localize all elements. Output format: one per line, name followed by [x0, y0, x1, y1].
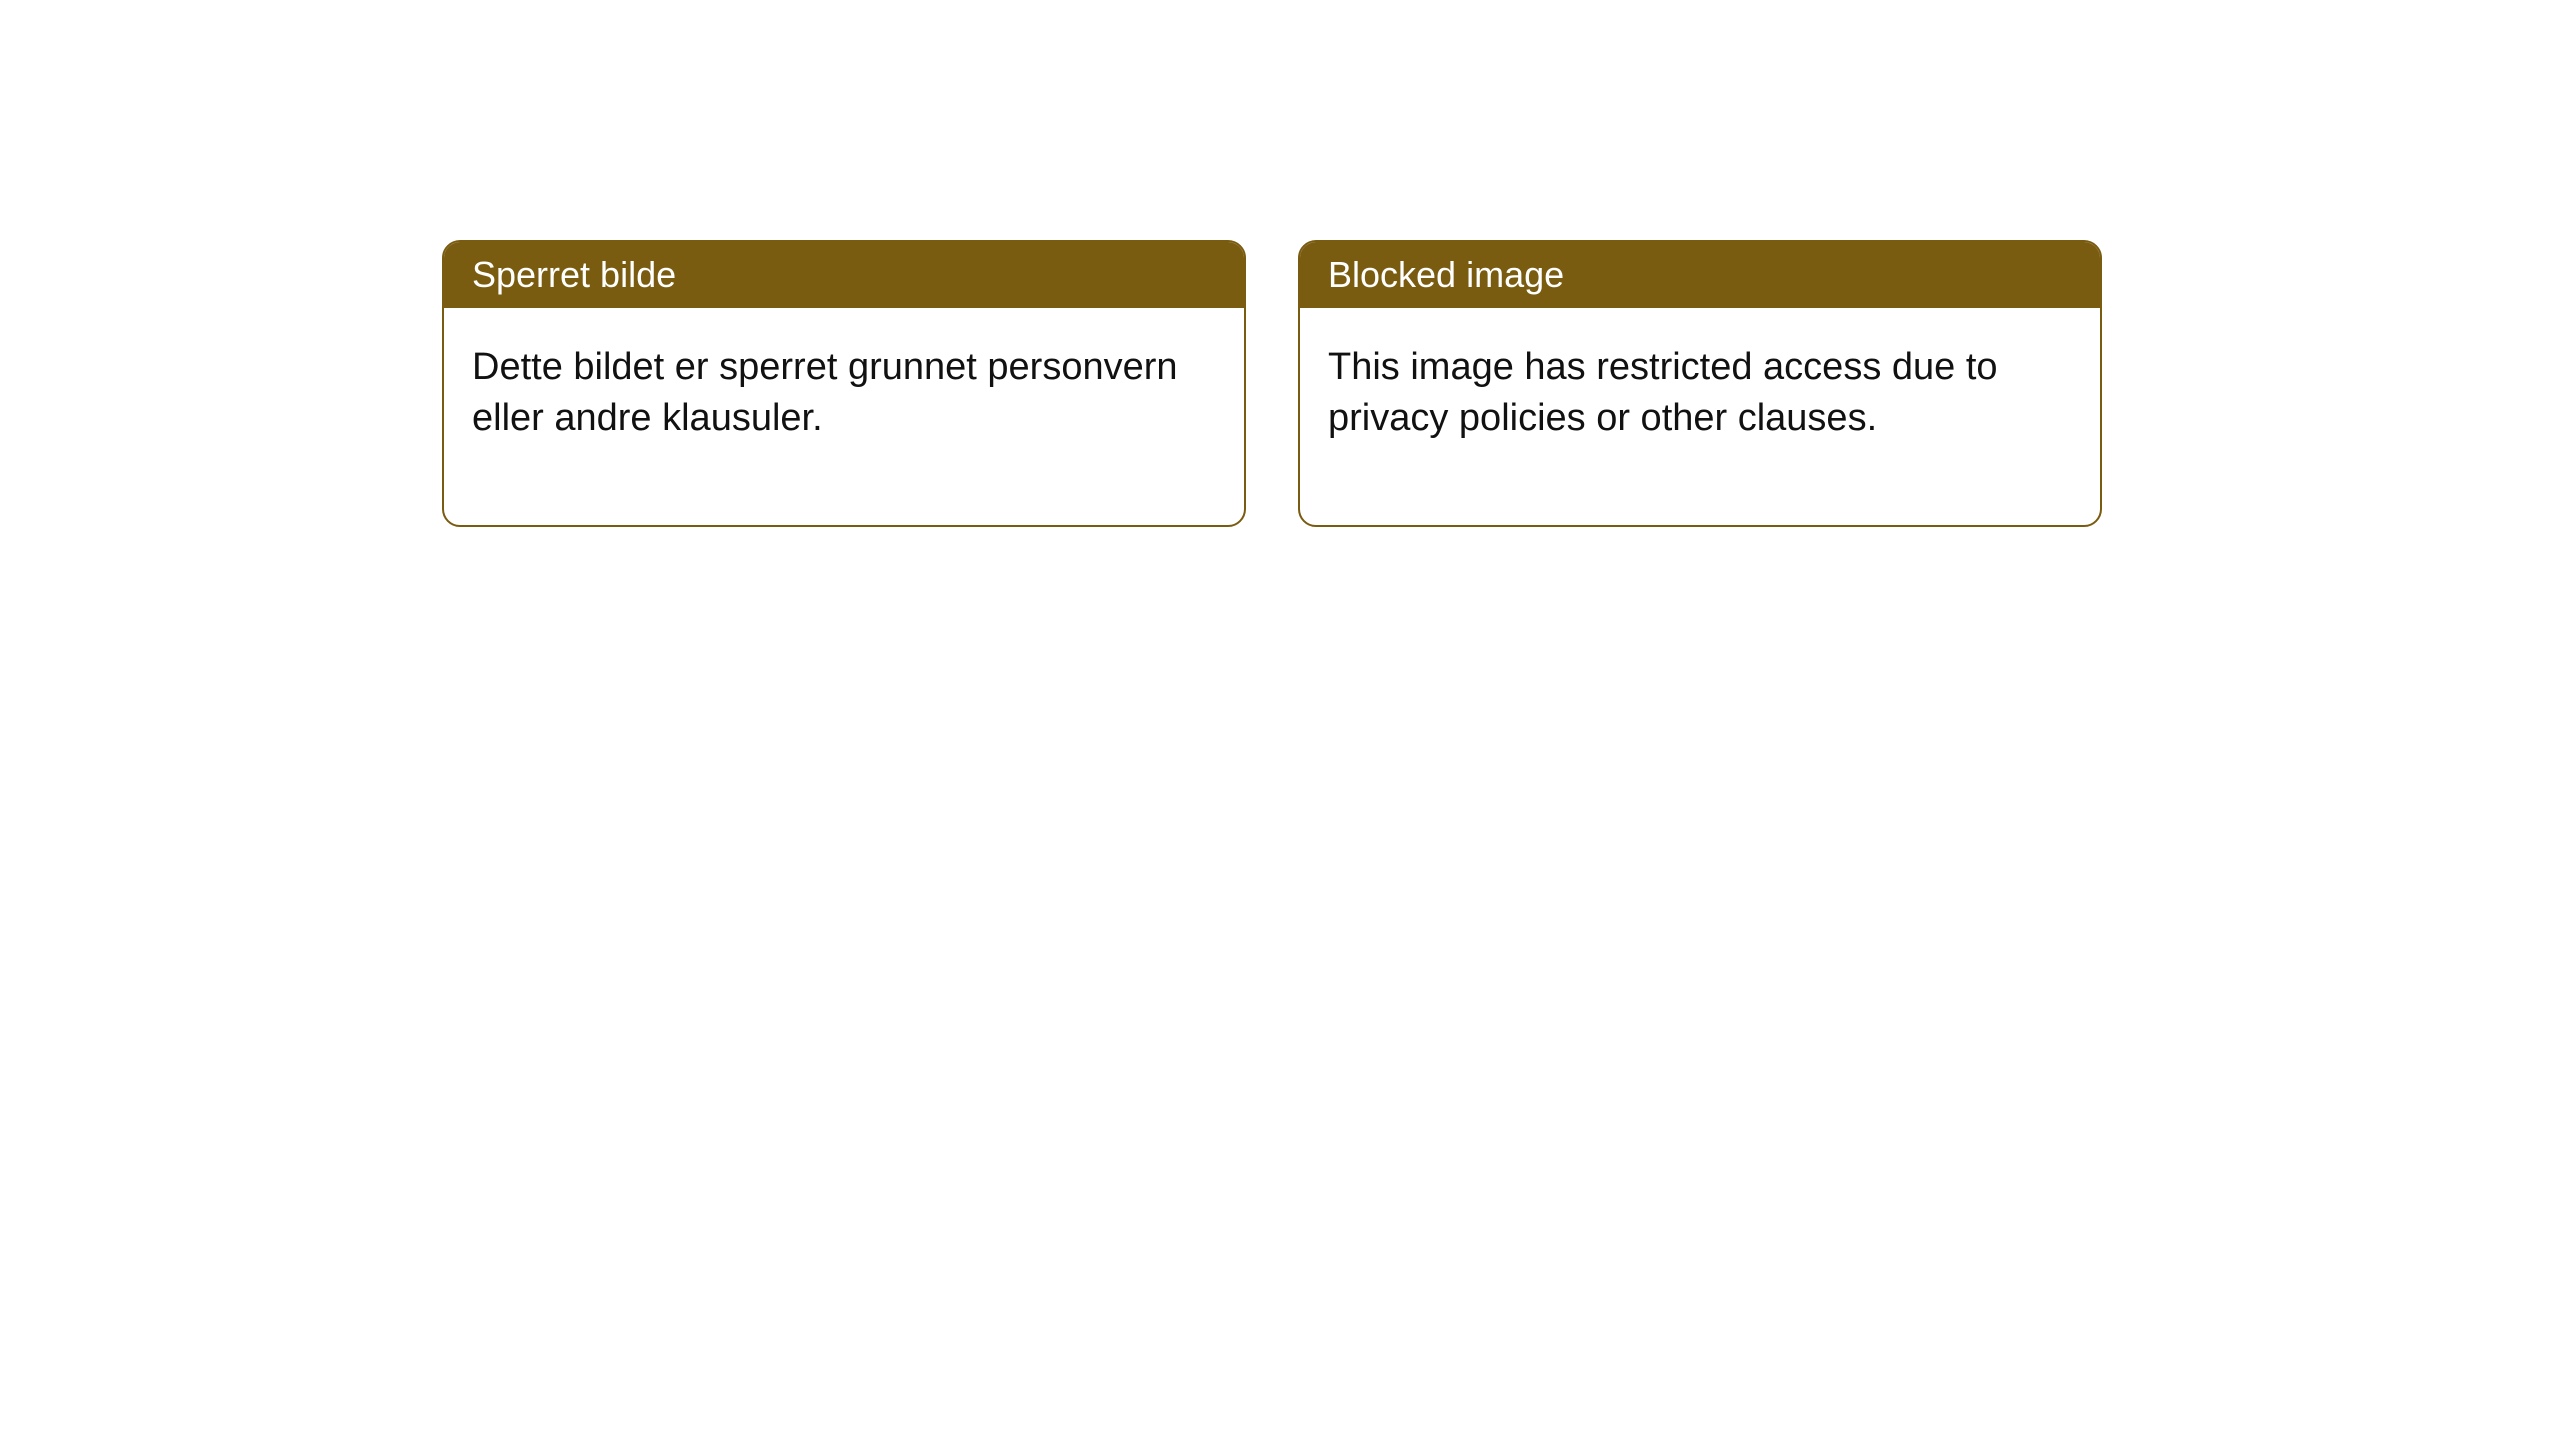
notice-container: Sperret bilde Dette bildet er sperret gr…	[442, 240, 2102, 527]
notice-body: Dette bildet er sperret grunnet personve…	[444, 308, 1244, 525]
notice-body: This image has restricted access due to …	[1300, 308, 2100, 525]
notice-body-text: This image has restricted access due to …	[1328, 346, 1998, 439]
notice-card-english: Blocked image This image has restricted …	[1298, 240, 2102, 527]
notice-title: Blocked image	[1328, 254, 1564, 295]
notice-header: Sperret bilde	[444, 242, 1244, 308]
notice-body-text: Dette bildet er sperret grunnet personve…	[472, 346, 1178, 439]
notice-header: Blocked image	[1300, 242, 2100, 308]
notice-title: Sperret bilde	[472, 254, 676, 295]
notice-card-norwegian: Sperret bilde Dette bildet er sperret gr…	[442, 240, 1246, 527]
